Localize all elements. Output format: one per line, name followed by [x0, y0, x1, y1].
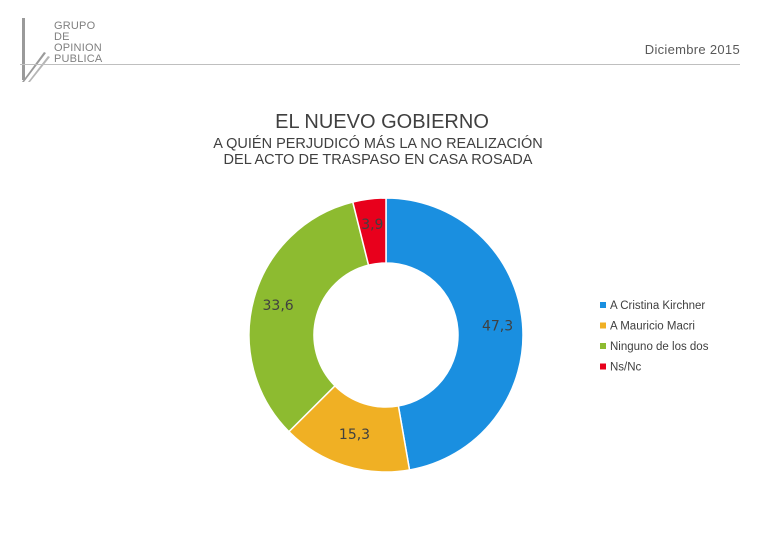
data-label-a-mauricio-macri: 15,3 — [339, 427, 370, 443]
chart-title: EL NUEVO GOBIERNO — [275, 111, 489, 133]
data-label-a-cristina-kirchner: 47,3 — [482, 318, 513, 334]
header-divider — [20, 64, 740, 65]
logo-line-1: GRUPO — [54, 20, 96, 32]
slice-ns-nc — [351, 197, 387, 267]
grupo-opinion-publica-logo: GRUPO DE OPINION PUBLICA — [22, 18, 103, 82]
legend-swatch-a-mauricio-macri — [600, 322, 606, 329]
legend-label-ns-nc: Ns/Nc — [610, 362, 642, 374]
data-labels: 47,3 15,3 33,6 3,9 — [263, 217, 514, 443]
chart-subtitle-line-2: DEL ACTO DE TRASPASO EN CASA ROSADA — [223, 152, 533, 168]
logo-line-3: OPINION — [54, 42, 102, 54]
legend-swatch-a-cristina-kirchner — [600, 302, 606, 308]
slice-ninguno-de-los-dos — [248, 201, 370, 433]
legend-swatch-ninguno-de-los-dos — [600, 343, 606, 349]
slice-a-cristina-kirchner — [385, 197, 524, 471]
chart-legend: A Cristina Kirchner A Mauricio Macri Ningu… — [600, 300, 709, 374]
data-label-ninguno-de-los-dos: 33,6 — [263, 298, 294, 314]
chart-subtitle: A QUIÉN PERJUDICÓ MÁS LA NO REALIZACIÓN … — [0, 136, 780, 168]
report-date: Diciembre 2015 — [644, 42, 740, 57]
legend-swatch-ns-nc — [600, 363, 606, 370]
logo-line-2: DE — [54, 31, 70, 43]
chart-subtitle-line-1: A QUIÉN PERJUDICÓ MÁS LA NO REALIZACIÓN — [213, 136, 543, 152]
donut-slices — [248, 197, 524, 473]
legend-label-a-mauricio-macri: A Mauricio Macri — [610, 321, 695, 333]
logo-line-4: PUBLICA — [54, 53, 103, 65]
legend-label-a-cristina-kirchner: A Cristina Kirchner — [610, 300, 705, 312]
data-label-ns-nc: 3,9 — [361, 217, 383, 233]
legend-label-ninguno-de-los-dos: Ninguno de los dos — [610, 341, 709, 353]
